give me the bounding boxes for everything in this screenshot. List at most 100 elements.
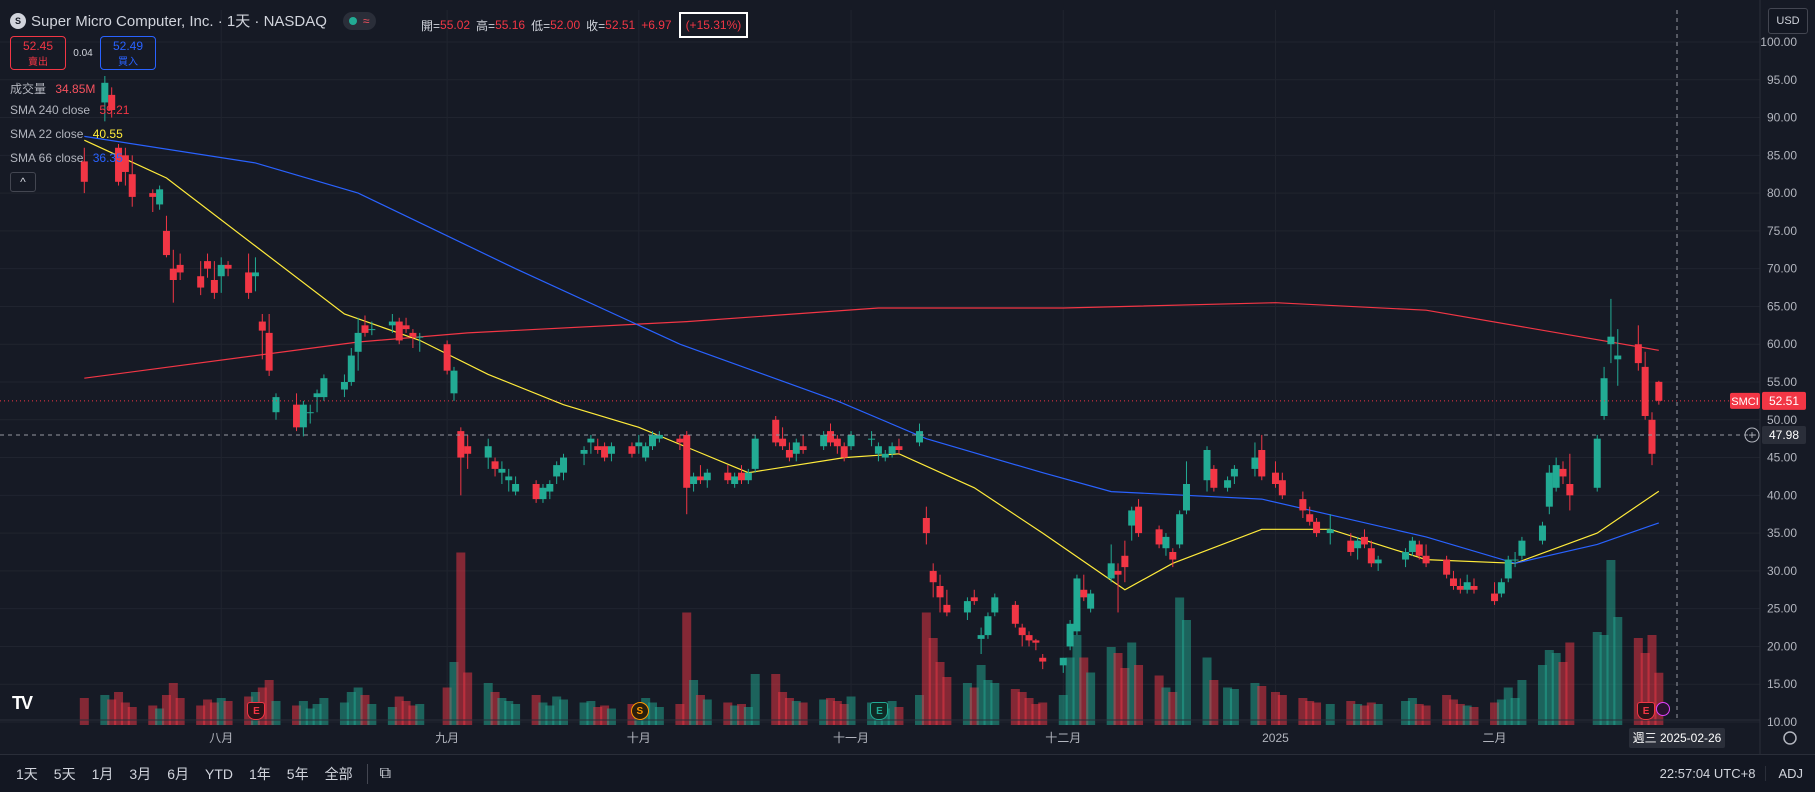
volume-bar [682,612,692,725]
volume-bar [1154,675,1164,725]
high-label: 高= [476,18,496,33]
candle-body [457,431,465,458]
volume-bar [1373,704,1383,725]
candle-body [977,635,985,639]
timeframe-1d[interactable]: 1天 [16,765,38,782]
volume-bar [1640,653,1650,725]
volume-bar [942,677,952,725]
candle-body [607,446,615,454]
market-status-icon [348,16,357,25]
buy-button[interactable]: 52.49 買入 [100,36,156,70]
timeframe-1y[interactable]: 1年 [248,765,271,782]
volume-bar [264,680,274,725]
candle-body [840,446,848,458]
volume-bar [148,705,158,725]
candle-body [299,404,307,428]
candle-body [724,472,732,481]
compare-icon[interactable]: ⧉ [379,764,392,782]
collapse-legend-button[interactable]: ^ [10,172,36,192]
volume-bar [107,699,117,725]
tradingview-logo[interactable]: TV [12,693,33,713]
volume-bar [1038,702,1048,725]
candle-body [1354,540,1362,549]
volume-bar [675,704,685,725]
legend-volume[interactable]: 成交量 34.85M [10,80,95,97]
candle-body [1347,540,1355,552]
candle-body [696,476,704,481]
y-tick-label: 10.00 [1767,715,1797,729]
sell-button[interactable]: 52.45 賣出 [10,36,66,70]
candle-body [690,476,698,484]
volume-bar [161,695,171,725]
earnings-event-icon[interactable]: E [870,702,889,720]
candle-body [1306,514,1314,522]
volume-bar [1414,704,1424,725]
candle-body [1655,381,1663,401]
candle-body [1600,378,1608,416]
legend-sma-66[interactable]: SMA 66 close 36.35 [10,151,123,165]
y-tick-label: 35.00 [1767,526,1797,540]
volume-bar [723,702,733,725]
candle-body [197,276,205,288]
volume-bar [401,701,411,725]
timeframe-5y[interactable]: 5年 [286,765,309,782]
candle-body [210,280,218,293]
volume-bar [846,696,856,725]
timeframe-1m[interactable]: 1月 [91,765,114,782]
candle-body [1080,589,1088,598]
x-tick-label: 九月 [435,731,459,745]
volume-bar [1229,689,1239,725]
candle-body [1258,450,1266,477]
volume-bar [586,701,596,725]
volume-bar [456,552,466,725]
earnings-event-icon[interactable]: E [1637,702,1656,720]
legend-sma-22[interactable]: SMA 22 close 40.55 [10,127,123,141]
volume-bar [1421,705,1431,725]
candle-body [245,272,253,293]
split-event-icon[interactable]: S [630,702,649,720]
volume-bar [1346,701,1356,725]
symbol-header: S Super Micro Computer, Inc. · 1天 · NASD… [10,10,376,31]
clock[interactable]: 22:57:04 UTC+8 [1659,766,1756,781]
timeframe-3m[interactable]: 3月 [129,765,152,782]
y-tick-label: 100.00 [1760,35,1797,49]
volume-bar [1031,704,1041,725]
timeframe-6m[interactable]: 6月 [167,765,189,782]
volume-bar [1407,698,1417,725]
last-price-tag [1762,391,1806,410]
volume-bar [100,695,110,725]
volume-bar [490,692,500,725]
candle-body [963,601,971,613]
price-chart[interactable]: 100.00 95.00 90.00 85.00 80.00 75.00 70.00 65.0… [0,0,1815,754]
candle-body [484,446,492,458]
volume-bar [1469,707,1479,725]
candle-body [1443,559,1451,575]
candle-body [450,370,458,394]
volume-bar [750,674,760,725]
symbol-title[interactable]: Super Micro Computer, Inc. · 1天 · NASDAQ [31,13,327,30]
volume-bar [976,665,986,725]
timeframe-5d[interactable]: 5天 [53,765,76,782]
candle-body [1367,548,1375,564]
volume-bar [969,687,979,725]
candle-body [443,344,451,371]
timeframe-ytd[interactable]: YTD [204,765,233,782]
legend-sma-240[interactable]: SMA 240 close 59.21 [10,103,129,117]
candle-body [340,382,348,390]
y-tick-label: 20.00 [1767,639,1797,653]
dividend-event-icon[interactable] [1656,702,1670,716]
timeframe-all[interactable]: 全部 [324,765,353,782]
earnings-event-icon[interactable]: E [247,702,266,720]
adj-toggle[interactable]: ADJ [1765,766,1815,781]
y-tick-label: 75.00 [1767,224,1797,238]
volume-bar [1250,683,1260,725]
volume-bar [921,612,931,725]
volume-bar [1168,692,1178,725]
volume-bar [1510,698,1520,725]
currency-selector[interactable]: USD [1768,8,1808,34]
candle-body [1634,344,1642,364]
market-status[interactable]: ≈ [342,11,376,30]
add-alert-icon [1744,427,1760,443]
volume-bar [1353,704,1363,725]
volume-bar [695,695,705,725]
